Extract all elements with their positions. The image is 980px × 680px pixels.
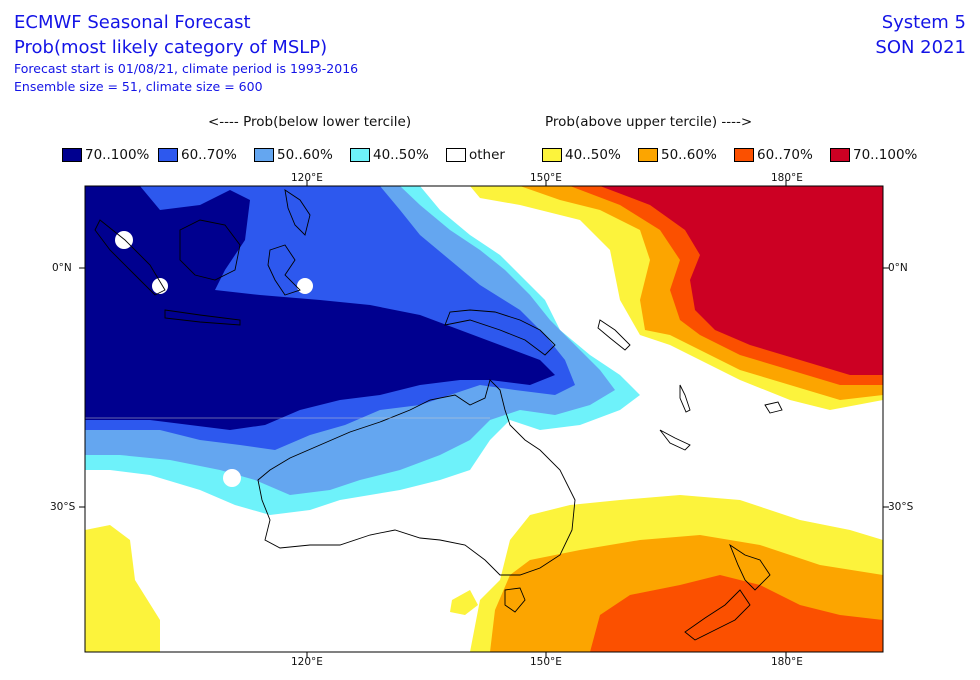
coastline-new-caledonia: [659, 429, 691, 451]
coastline-java: [164, 309, 241, 326]
legend-item-below-40-50: 40..50%: [350, 146, 429, 164]
lat-tick-left-30s: 30°S: [50, 501, 76, 513]
coastline-nz-south: [684, 589, 751, 641]
title-block: ECMWF Seasonal Forecast Prob(most likely…: [14, 10, 358, 96]
lon-tick-bottom-150e: 150°E: [530, 656, 562, 668]
white-patch: [297, 278, 313, 294]
legend: 70..100% 60..70% 50..60% 40..50% other 4…: [0, 146, 980, 164]
region-below-70-100: [85, 186, 555, 430]
lat-tick-right-30s: 30°S: [888, 501, 914, 513]
region-above-70-100: [600, 186, 883, 375]
region-above-40-50-southwest: [85, 525, 160, 652]
legend-swatch: [62, 148, 82, 162]
system-block: System 5 SON 2021: [875, 10, 966, 60]
legend-swatch: [254, 148, 274, 162]
coastline-new-guinea: [444, 309, 556, 356]
legend-label: 60..70%: [181, 147, 237, 163]
coastline-australia: [257, 379, 576, 576]
coastline-sulawesi: [267, 244, 301, 296]
legend-item-above-60-70: 60..70%: [734, 146, 813, 164]
lon-tick-top-180e: 180°E: [771, 172, 803, 184]
legend-item-above-40-50: 40..50%: [542, 146, 621, 164]
legend-swatch: [734, 148, 754, 162]
legend-item-above-70-100: 70..100%: [830, 146, 917, 164]
legend-label: 40..50%: [373, 147, 429, 163]
legend-swatch: [446, 148, 466, 162]
legend-below-heading: <---- Prob(below lower tercile): [208, 114, 412, 130]
legend-label: 40..50%: [565, 147, 621, 163]
legend-label: 60..70%: [757, 147, 813, 163]
season-label: SON 2021: [875, 37, 966, 58]
coastline-nz-north: [729, 543, 771, 591]
probability-field: [85, 186, 883, 652]
axis-ticks: [79, 180, 889, 658]
lon-tick-bottom-180e: 180°E: [771, 656, 803, 668]
region-above-40-50-patch: [450, 590, 478, 615]
lon-tick-top-120e: 120°E: [291, 172, 323, 184]
map-frame: [84, 185, 884, 653]
subtitle: Prob(most likely category of MSLP): [14, 37, 328, 58]
coastline-sumatra: [94, 219, 166, 296]
main-title: ECMWF Seasonal Forecast: [14, 12, 251, 33]
legend-item-other: other: [446, 146, 505, 164]
legend-item-below-70-100: 70..100%: [62, 146, 149, 164]
legend-label: 50..60%: [277, 147, 333, 163]
ensemble-size-text: Ensemble size = 51, climate size = 600: [14, 79, 263, 94]
region-above-60-70-south: [590, 575, 883, 652]
legend-swatch: [542, 148, 562, 162]
forecast-start-text: Forecast start is 01/08/21, climate peri…: [14, 61, 359, 76]
system-label: System 5: [881, 12, 966, 33]
legend-label: other: [469, 147, 505, 163]
legend-swatch: [830, 148, 850, 162]
legend-label: 50..60%: [661, 147, 717, 163]
white-patch: [152, 278, 168, 294]
coastline-vanuatu: [679, 384, 691, 413]
coastline-solomon-islands: [597, 319, 631, 351]
legend-above-heading: Prob(above upper tercile) ---->: [545, 114, 753, 130]
legend-label: 70..100%: [85, 147, 150, 163]
coastline-borneo: [179, 219, 241, 281]
legend-swatch: [350, 148, 370, 162]
lon-tick-bottom-120e: 120°E: [291, 656, 323, 668]
legend-item-below-60-70: 60..70%: [158, 146, 237, 164]
legend-label: 70..100%: [853, 147, 918, 163]
coastline-fiji: [764, 401, 783, 414]
legend-item-above-50-60: 50..60%: [638, 146, 717, 164]
white-patch: [223, 469, 241, 487]
lat-tick-right-0n: 0°N: [888, 262, 908, 274]
lon-tick-top-150e: 150°E: [530, 172, 562, 184]
lat-tick-left-0n: 0°N: [52, 262, 72, 274]
coastline-philippines: [284, 189, 311, 236]
coastlines: [94, 189, 783, 641]
legend-swatch: [158, 148, 178, 162]
coastline-tasmania: [504, 587, 526, 613]
legend-item-below-50-60: 50..60%: [254, 146, 333, 164]
legend-swatch: [638, 148, 658, 162]
